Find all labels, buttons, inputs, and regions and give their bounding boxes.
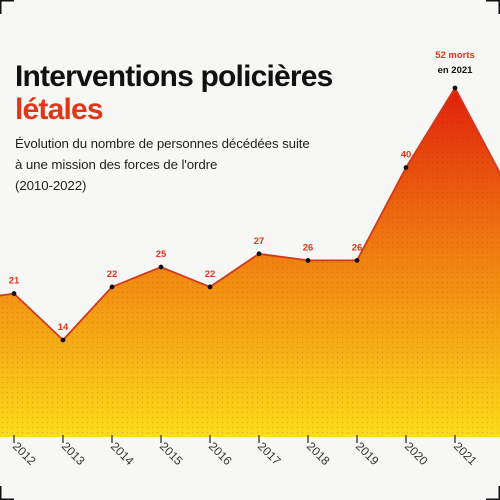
data-marks: 21 14 22 25 22 27 26 26 40 52 morts en 2021 bbox=[9, 50, 475, 343]
data-point-2013 bbox=[60, 337, 66, 343]
data-label-2012: 21 bbox=[9, 276, 20, 287]
x-tick-label-2021: 2021 bbox=[451, 439, 480, 468]
x-axis: 2012 2013 2014 2015 2016 2017 2018 2019 2020 2021 bbox=[10, 435, 480, 468]
data-point-2015 bbox=[158, 264, 164, 270]
title-line-2: létales bbox=[15, 93, 104, 126]
x-tick-label-2013: 2013 bbox=[59, 439, 88, 468]
data-point-2014 bbox=[109, 284, 115, 290]
data-point-2018 bbox=[305, 258, 311, 263]
data-label-2017: 27 bbox=[254, 236, 265, 247]
data-label-2018: 26 bbox=[303, 242, 314, 253]
series-line bbox=[0, 87, 500, 341]
data-label-2016: 22 bbox=[205, 269, 216, 280]
data-label-2015: 25 bbox=[156, 249, 167, 260]
chart-subtitle: Évolution du nombre de personnes décédée… bbox=[15, 133, 335, 196]
x-tick-label-2012: 2012 bbox=[10, 439, 39, 468]
x-tick-label-2014: 2014 bbox=[108, 439, 137, 468]
data-point-2019 bbox=[354, 258, 360, 263]
x-tick-label-2015: 2015 bbox=[157, 439, 186, 468]
x-tick-label-2017: 2017 bbox=[255, 439, 284, 468]
data-point-2012 bbox=[11, 291, 17, 296]
subtitle-line-3: (2010-2022) bbox=[15, 178, 87, 193]
data-label-2019: 26 bbox=[352, 242, 363, 253]
chart-title: Interventions policières létales bbox=[15, 60, 333, 126]
peak-year-label: en 2021 bbox=[438, 65, 474, 76]
data-label-2013: 14 bbox=[58, 322, 69, 333]
subtitle-line-1: Évolution du nombre de personnes décédée… bbox=[15, 136, 310, 151]
x-tick-label-2019: 2019 bbox=[353, 439, 382, 468]
data-point-2016 bbox=[207, 284, 213, 290]
data-point-2017 bbox=[256, 251, 262, 257]
data-label-2020: 40 bbox=[401, 150, 412, 161]
data-label-2014: 22 bbox=[107, 269, 118, 280]
data-point-2020 bbox=[403, 165, 409, 170]
data-point-2021 bbox=[452, 85, 458, 91]
subtitle-line-2: à une mission des forces de l'ordre bbox=[15, 157, 218, 172]
title-line-1: Interventions policières bbox=[15, 60, 333, 93]
x-tick-label-2016: 2016 bbox=[206, 439, 235, 468]
x-tick-label-2018: 2018 bbox=[304, 439, 333, 468]
x-tick-label-2020: 2020 bbox=[402, 439, 431, 468]
area-dot-texture bbox=[0, 88, 500, 437]
peak-value-label: 52 morts bbox=[435, 50, 475, 61]
